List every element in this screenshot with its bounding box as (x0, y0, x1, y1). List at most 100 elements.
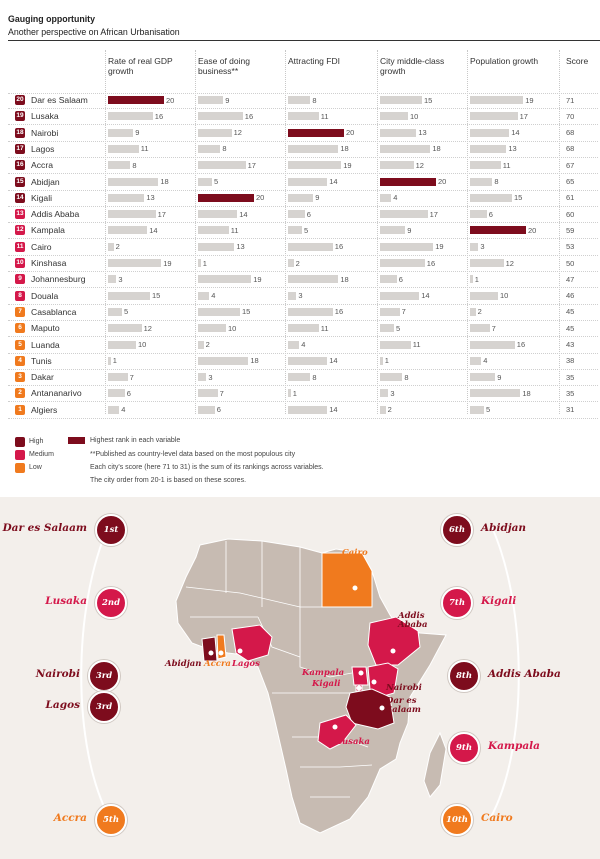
value-bar (198, 259, 201, 267)
value-bar (380, 373, 403, 382)
row-divider (8, 108, 598, 109)
rank-badge: 13 (15, 209, 25, 220)
top-rule (8, 40, 600, 41)
value-bar (288, 405, 328, 414)
score-value: 59 (566, 225, 575, 235)
city-name: Abidjan (31, 176, 60, 187)
value-label: 20 (166, 95, 175, 105)
value-bar (380, 259, 425, 267)
rank-badge: 19 (15, 111, 25, 122)
value-bar (380, 210, 428, 219)
value-label: 5 (124, 307, 129, 317)
value-label: 9 (497, 372, 502, 382)
map-label-abidjan: Abidjan (165, 659, 202, 669)
value-label: 2 (295, 258, 300, 268)
value-label: 3 (480, 242, 485, 252)
score-value: 53 (566, 242, 575, 252)
value-bar (198, 242, 235, 251)
value-bar (380, 242, 434, 251)
value-label: 6 (126, 388, 131, 398)
city-name: Johannesburg (31, 274, 86, 285)
legend-high-swatch (15, 437, 25, 447)
value-bar (288, 340, 300, 349)
value-bar (198, 177, 212, 186)
value-bar (108, 405, 120, 414)
value-label: 4 (393, 193, 398, 203)
value-label: 9 (225, 95, 230, 105)
value-label: 10 (138, 340, 147, 349)
value-bar (470, 242, 479, 251)
score-value: 45 (566, 323, 575, 333)
value-label: 12 (505, 258, 514, 268)
row-divider (8, 319, 598, 321)
chart-title: Gauging opportunity (8, 14, 95, 24)
value-bar (380, 112, 408, 121)
city-rank-label: Lagos (45, 699, 80, 711)
row-divider (8, 124, 598, 126)
value-bar (380, 405, 386, 414)
row-divider (8, 271, 598, 272)
rank-circle: 6th (441, 514, 473, 546)
value-bar (108, 389, 125, 398)
row-divider (8, 385, 598, 387)
value-bar (198, 144, 221, 153)
value-bar (288, 373, 311, 382)
rank-circle: 2nd (95, 587, 127, 619)
rank-badge: 6 (15, 323, 25, 334)
row-divider (8, 93, 598, 94)
value-bar (380, 177, 436, 186)
score-value: 47 (566, 274, 575, 284)
score-value: 70 (566, 111, 575, 121)
value-bar (198, 112, 243, 121)
city-name: Casablanca (31, 306, 77, 317)
map-label-lusaka: Lusaka (336, 737, 370, 747)
city-name: Tunis (31, 355, 52, 366)
value-bar (288, 324, 319, 333)
value-label: 20 (528, 225, 537, 235)
value-label: 14 (239, 209, 248, 219)
value-label: 5 (304, 225, 309, 235)
value-bar (470, 356, 482, 365)
value-bar (470, 144, 507, 153)
value-bar (470, 193, 512, 202)
value-label: 1 (384, 356, 389, 366)
value-label: 2 (387, 405, 392, 415)
value-label: 5 (396, 323, 401, 333)
value-label: 16 (154, 111, 164, 121)
value-label: 5 (486, 405, 491, 415)
row-divider (8, 222, 598, 224)
value-bar (380, 340, 411, 349)
row-divider (8, 368, 598, 370)
rank-circle: 8th (448, 660, 480, 692)
rank-badge: 10 (15, 258, 25, 268)
value-label: 11 (412, 340, 421, 349)
value-label: 7 (129, 372, 134, 382)
value-bar (470, 307, 476, 316)
value-bar (288, 226, 302, 235)
map-label-addis-ababa: Addis Ababa (398, 611, 428, 630)
value-label: 6 (306, 209, 311, 219)
rank-badge: 7 (15, 306, 25, 317)
rank-circle: 7th (441, 587, 473, 619)
value-label: 13 (236, 242, 245, 252)
rank-badge: 4 (15, 355, 25, 366)
value-label: 9 (407, 225, 412, 235)
city-name: Accra (31, 160, 53, 171)
score-value: 65 (566, 177, 575, 186)
highlighted-countries (201, 552, 421, 750)
value-label: 18 (432, 144, 441, 154)
value-label: 4 (301, 340, 306, 349)
value-label: 15 (514, 193, 523, 203)
value-label: 10 (228, 323, 237, 333)
value-bar (470, 161, 501, 170)
value-label: 4 (211, 291, 216, 301)
rank-badge: 16 (15, 160, 25, 171)
value-label: 8 (222, 144, 227, 154)
value-bar (198, 210, 238, 219)
value-bar (288, 275, 339, 284)
city-name: Douala (31, 290, 59, 301)
value-label: 19 (343, 160, 352, 170)
value-label: 12 (415, 160, 424, 170)
value-label: 2 (205, 340, 210, 349)
value-bar (380, 226, 406, 235)
